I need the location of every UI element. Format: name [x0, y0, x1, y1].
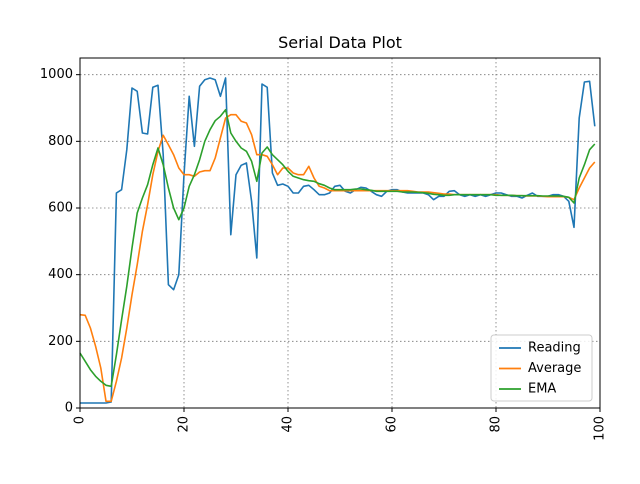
- legend-label-ema: EMA: [528, 382, 556, 397]
- legend-label-average: Average: [528, 361, 581, 376]
- y-tick-label: 200: [48, 334, 73, 349]
- legend-label-reading: Reading: [528, 341, 581, 356]
- y-tick-label: 400: [48, 267, 73, 282]
- chart-title: Serial Data Plot: [278, 33, 402, 52]
- legend-box: [490, 334, 593, 402]
- x-tick-label: 60: [385, 416, 400, 433]
- series-layer: [79, 77, 596, 404]
- y-tick-label: 1000: [40, 67, 73, 82]
- plot-area-frame: [79, 57, 601, 409]
- x-tick-label: 20: [177, 416, 192, 433]
- y-axis: 0 200 400 600 800 1000: [40, 67, 80, 416]
- x-tick-label: 40: [281, 416, 296, 433]
- x-tick-label: 100: [593, 416, 608, 441]
- y-tick-label: 800: [48, 134, 73, 149]
- x-tick-label: 80: [489, 416, 504, 433]
- x-tick-label: 0: [73, 416, 88, 424]
- legend: Reading Average EMA: [490, 334, 593, 402]
- y-tick-label: 0: [65, 401, 73, 416]
- y-tick-label: 600: [48, 201, 73, 216]
- series-line-ema: [79, 108, 596, 388]
- x-axis: 0 20 40 60 80 100: [73, 408, 608, 441]
